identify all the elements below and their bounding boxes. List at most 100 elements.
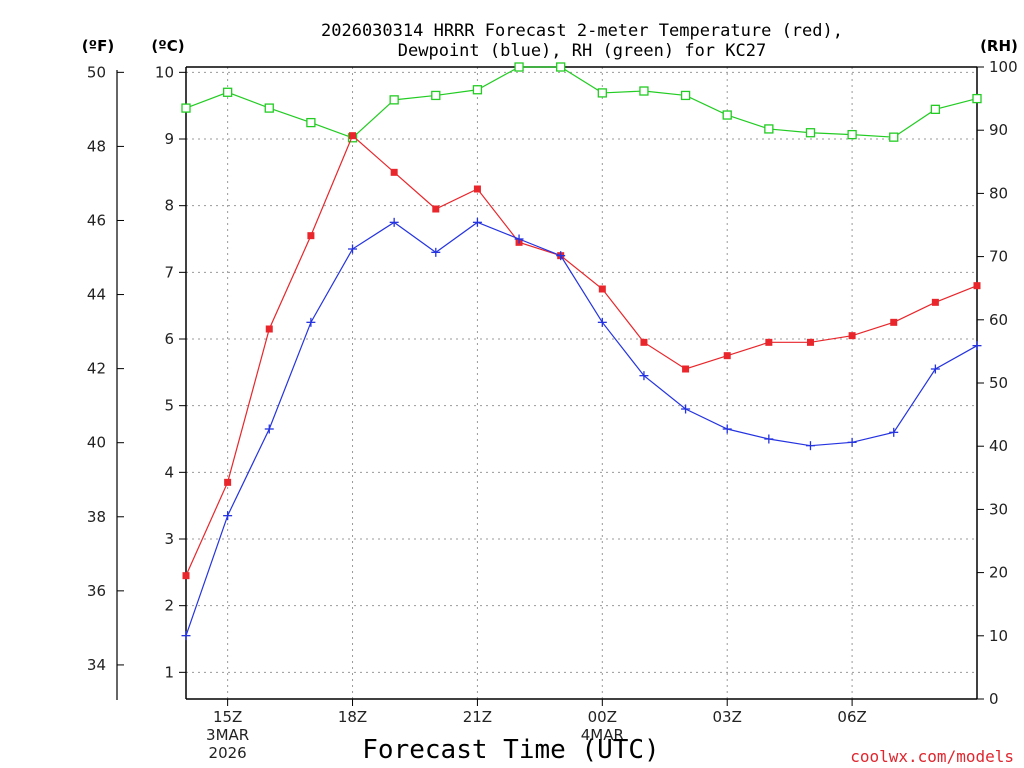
- temperature-series-line: [185, 134, 978, 576]
- rh-tick-label: 30: [989, 500, 1008, 518]
- rh-point: [805, 128, 816, 138]
- x-tick-sublabel: 2026: [209, 744, 247, 762]
- chart-title-line2: Dewpoint (blue), RH (green) for KC27: [398, 41, 766, 61]
- f-tick-label: 36: [87, 582, 106, 600]
- f-tick-label: 42: [87, 360, 106, 378]
- dewpoint-point: [889, 427, 899, 437]
- dewpoint-point: [639, 371, 649, 381]
- celsius-axis-ticks: 1 2 3 4 5 6 7 8 9 10: [155, 63, 186, 681]
- rh-tick-label: 50: [989, 374, 1008, 392]
- x-tick-label: 03Z: [713, 708, 742, 726]
- temperature-point: [349, 132, 357, 140]
- c-tick-label: 10: [155, 63, 174, 81]
- dewpoint-point: [722, 424, 732, 434]
- dewpoint-point: [431, 247, 441, 257]
- dewpoint-point: [597, 317, 607, 327]
- temperature-point: [890, 318, 898, 326]
- f-tick-label: 46: [87, 211, 106, 229]
- rh-point: [431, 90, 441, 101]
- rh-point: [639, 86, 649, 96]
- rh-tick-label: 70: [989, 248, 1008, 266]
- c-tick-label: 8: [164, 197, 174, 215]
- temperature-point: [265, 325, 273, 333]
- unit-label-fahrenheit: (ºF): [82, 37, 114, 55]
- rh-axis-ticks: 0 10 20 30 40 50 60 70 80 90 100: [977, 58, 1018, 708]
- rh-point: [389, 95, 399, 105]
- temperature-point: [973, 282, 981, 290]
- temperature-point: [473, 185, 481, 193]
- rh-point: [722, 110, 732, 120]
- dewpoint-series-line: [185, 221, 978, 636]
- dewpoint-point: [972, 341, 982, 351]
- temperature-point: [182, 572, 190, 580]
- dewpoint-point: [181, 631, 191, 641]
- rh-tick-label: 20: [989, 564, 1008, 582]
- temperature-point: [598, 285, 606, 293]
- c-tick-label: 6: [164, 330, 174, 348]
- temperature-point: [224, 478, 232, 486]
- rh-tick-label: 10: [989, 627, 1008, 645]
- x-tick-label: 15Z: [213, 708, 242, 726]
- temperature-point: [307, 232, 315, 240]
- c-tick-label: 1: [164, 663, 174, 681]
- temperature-point: [765, 338, 773, 346]
- rh-tick-label: 80: [989, 184, 1008, 202]
- f-tick-label: 38: [87, 508, 106, 526]
- temperature-point: [640, 338, 648, 346]
- f-tick-label: 48: [87, 137, 106, 155]
- rh-point: [306, 117, 316, 128]
- c-tick-label: 5: [164, 397, 174, 415]
- rh-point: [889, 132, 899, 142]
- x-tick-label: 21Z: [463, 708, 492, 726]
- rh-series-line: [185, 66, 978, 139]
- temperature-point: [931, 298, 939, 306]
- temperature-point: [432, 205, 440, 213]
- temperature-point: [848, 332, 856, 340]
- unit-label-celsius: (ºC): [151, 37, 184, 55]
- rh-point: [472, 85, 483, 95]
- rh-point: [972, 93, 982, 104]
- dewpoint-point: [556, 251, 566, 261]
- temperature-point: [390, 168, 398, 176]
- dewpoint-point: [264, 424, 274, 434]
- rh-point: [222, 87, 233, 97]
- f-tick-label: 40: [87, 434, 106, 452]
- rh-point: [764, 124, 774, 134]
- dewpoint-point: [681, 404, 691, 414]
- temperature-point: [723, 352, 731, 360]
- dewpoint-point: [306, 317, 316, 327]
- series-group: [181, 62, 982, 641]
- temperature-point: [682, 365, 690, 373]
- x-tick-sublabel: 4MAR: [581, 726, 624, 744]
- temperature-point: [806, 338, 814, 346]
- rh-point: [556, 62, 566, 72]
- axes: [185, 66, 978, 700]
- dewpoint-point: [514, 234, 524, 244]
- rh-point: [181, 103, 191, 113]
- dewpoint-point: [472, 217, 482, 227]
- x-tick-label: 18Z: [338, 708, 367, 726]
- unit-label-rh: (RH): [980, 37, 1018, 55]
- x-axis-label: Forecast Time (UTC): [362, 735, 659, 765]
- rh-point: [680, 90, 691, 101]
- rh-point: [847, 129, 857, 140]
- f-tick-label: 50: [87, 63, 106, 81]
- rh-tick-label: 0: [989, 690, 999, 708]
- credit-label: coolwx.com/models: [850, 747, 1014, 766]
- c-tick-label: 7: [164, 263, 174, 281]
- c-tick-label: 2: [164, 597, 174, 615]
- c-tick-label: 9: [164, 130, 174, 148]
- dewpoint-point: [389, 217, 399, 227]
- f-tick-label: 44: [87, 286, 106, 304]
- grid-lines: [186, 67, 977, 699]
- dewpoint-point: [805, 441, 815, 451]
- rh-point: [264, 103, 274, 113]
- rh-tick-label: 40: [989, 437, 1008, 455]
- fahrenheit-axis-ticks: 34 36 38 40 42 44 46 48 50: [87, 63, 124, 700]
- dewpoint-point: [223, 511, 233, 521]
- f-tick-label: 34: [87, 656, 106, 674]
- dewpoint-point: [764, 434, 774, 444]
- x-tick-sublabel: 3MAR: [206, 726, 249, 744]
